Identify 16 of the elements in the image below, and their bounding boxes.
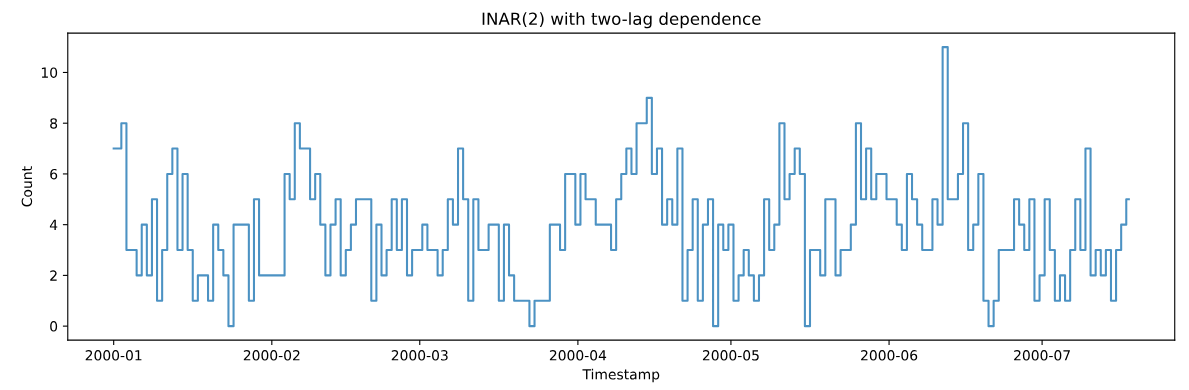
x-axis-title: Timestamp [582,368,660,383]
y-tick-label: 4 [49,219,58,230]
y-tick-label: 10 [41,67,58,78]
x-tick-label: 2000-06 [861,350,918,361]
y-tick-label: 2 [50,270,57,281]
x-tick-label: 2000-05 [702,350,759,361]
y-tick-label: 8 [50,118,58,129]
chart-title: INAR(2) with two-lag dependence [482,12,761,29]
x-tick-label: 2000-04 [549,350,607,361]
x-tick-label: 2000-07 [1014,350,1070,361]
y-axis-title: Count [21,166,33,207]
x-tick-label: 2000-03 [391,350,448,361]
x-tick-label: 2000-01 [85,350,142,361]
x-tick-label: 2000-02 [243,350,300,361]
y-tick-label: 6 [50,168,58,180]
y-tick-label: 0 [50,321,58,332]
